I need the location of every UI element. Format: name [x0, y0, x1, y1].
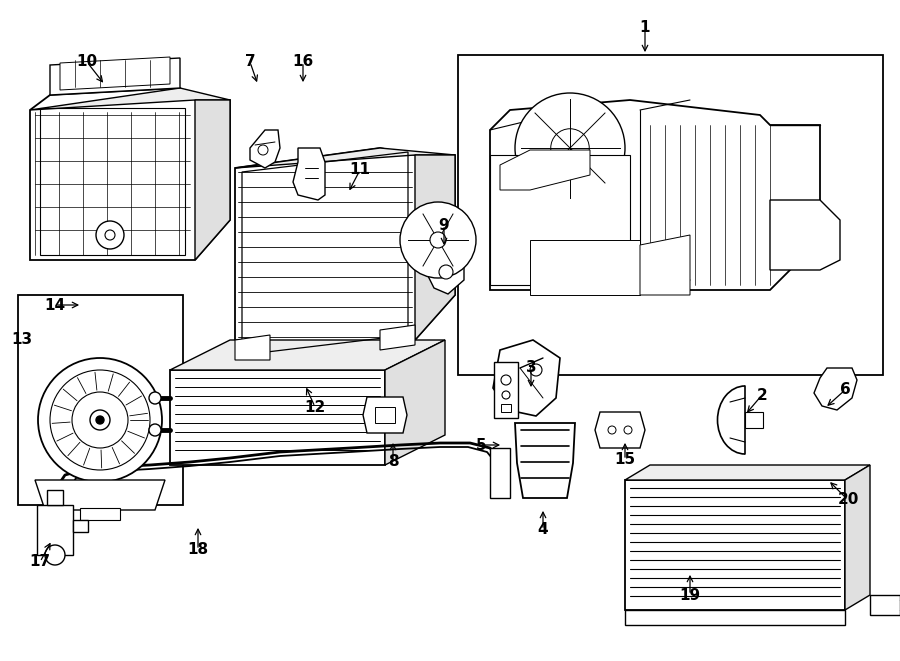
Polygon shape — [530, 240, 640, 295]
Polygon shape — [235, 335, 270, 360]
Text: 17: 17 — [30, 555, 50, 570]
Polygon shape — [30, 88, 230, 260]
Polygon shape — [195, 100, 230, 260]
Polygon shape — [490, 100, 820, 290]
Text: 10: 10 — [76, 54, 97, 69]
Polygon shape — [494, 362, 518, 418]
Polygon shape — [380, 325, 415, 350]
Polygon shape — [625, 480, 845, 610]
Bar — [458, 55, 883, 375]
Polygon shape — [170, 340, 445, 370]
Polygon shape — [35, 480, 165, 510]
Circle shape — [50, 370, 150, 470]
Circle shape — [551, 129, 590, 167]
Polygon shape — [625, 610, 845, 625]
Polygon shape — [845, 465, 870, 610]
Polygon shape — [73, 520, 88, 532]
Circle shape — [501, 375, 511, 385]
Circle shape — [72, 392, 128, 448]
Polygon shape — [415, 155, 455, 340]
Circle shape — [90, 410, 110, 430]
Text: 15: 15 — [615, 453, 635, 467]
Polygon shape — [493, 340, 560, 416]
Text: 3: 3 — [526, 360, 536, 375]
Polygon shape — [814, 368, 857, 410]
Circle shape — [96, 416, 104, 424]
Polygon shape — [745, 412, 763, 428]
Text: 20: 20 — [837, 492, 859, 508]
Polygon shape — [595, 412, 645, 448]
Polygon shape — [770, 200, 840, 270]
Bar — [18, 295, 183, 505]
Polygon shape — [235, 148, 455, 168]
Circle shape — [608, 426, 616, 434]
Polygon shape — [170, 370, 385, 465]
Text: 2: 2 — [757, 387, 768, 403]
Text: 16: 16 — [292, 54, 313, 69]
Text: 4: 4 — [537, 522, 548, 537]
Circle shape — [45, 545, 65, 565]
Polygon shape — [50, 58, 180, 95]
Text: 18: 18 — [187, 543, 209, 557]
Polygon shape — [490, 448, 510, 498]
Text: 1: 1 — [640, 20, 650, 36]
Polygon shape — [870, 595, 900, 615]
Polygon shape — [515, 423, 575, 498]
Circle shape — [624, 426, 632, 434]
Polygon shape — [37, 505, 73, 555]
Text: 6: 6 — [840, 383, 850, 397]
Text: 12: 12 — [304, 399, 326, 414]
Circle shape — [149, 392, 161, 404]
Polygon shape — [80, 508, 120, 520]
Circle shape — [430, 232, 446, 248]
Text: 9: 9 — [438, 217, 449, 233]
Polygon shape — [60, 57, 170, 90]
Text: 19: 19 — [680, 588, 700, 602]
Polygon shape — [250, 130, 280, 168]
Text: 11: 11 — [349, 163, 371, 178]
Polygon shape — [625, 465, 870, 480]
Text: 14: 14 — [44, 297, 66, 313]
Circle shape — [105, 230, 115, 240]
Polygon shape — [293, 148, 325, 200]
Text: 7: 7 — [245, 54, 256, 69]
Polygon shape — [47, 490, 63, 505]
Circle shape — [515, 93, 625, 203]
Polygon shape — [363, 397, 407, 433]
Text: 8: 8 — [388, 455, 399, 469]
Circle shape — [502, 391, 510, 399]
Polygon shape — [501, 404, 511, 412]
Polygon shape — [640, 235, 690, 295]
Polygon shape — [490, 155, 630, 285]
Text: 13: 13 — [12, 332, 32, 348]
Circle shape — [400, 202, 476, 278]
Polygon shape — [426, 240, 464, 294]
Circle shape — [258, 145, 268, 155]
Circle shape — [38, 358, 162, 482]
Polygon shape — [500, 150, 590, 190]
Circle shape — [439, 265, 453, 279]
Polygon shape — [385, 340, 445, 465]
Polygon shape — [30, 88, 230, 110]
Circle shape — [530, 364, 542, 376]
Circle shape — [96, 221, 124, 249]
Circle shape — [149, 424, 161, 436]
Polygon shape — [235, 148, 455, 360]
Text: 5: 5 — [476, 438, 486, 453]
